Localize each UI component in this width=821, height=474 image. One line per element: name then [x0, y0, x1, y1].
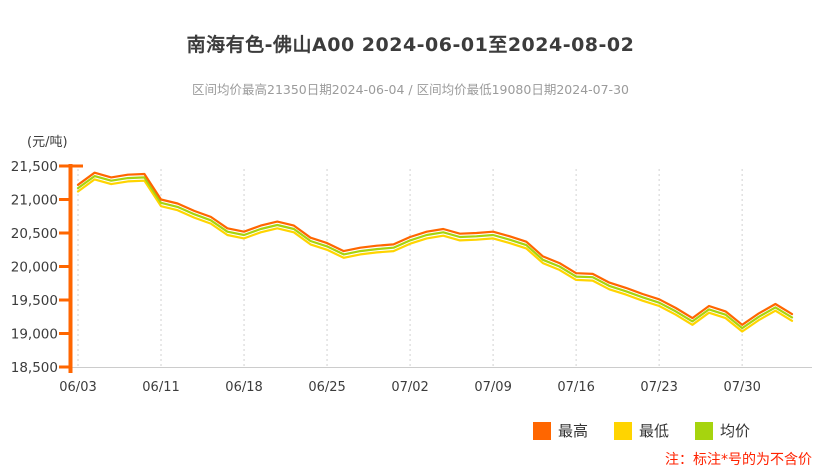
footnote: 注：标注*号的为不含价	[665, 452, 812, 468]
legend-label-avg: 均价	[720, 422, 751, 440]
legend-item-high: 最高	[533, 420, 588, 441]
page-title: 南海有色-佛山A00 2024-06-01至2024-08-02	[186, 34, 635, 56]
legend-swatch-avg	[695, 421, 714, 440]
legend-swatch-low	[614, 421, 633, 440]
y-tick-label: 21,000	[11, 193, 58, 209]
legend: 最高 最低 均价	[533, 420, 750, 441]
legend-label-low: 最低	[639, 422, 670, 440]
x-tick-label: 06/18	[225, 380, 262, 395]
y-tick-label: 20,500	[11, 226, 58, 242]
x-tick-label: 06/11	[142, 380, 179, 395]
page-subtitle: 区间均价最高21350日期2024-06-04 / 区间均价最低19080日期2…	[192, 82, 629, 97]
y-tick-label: 18,500	[11, 360, 58, 376]
x-tick-label: 07/23	[640, 380, 677, 395]
legend-item-avg: 均价	[695, 420, 750, 441]
x-tick-label: 07/16	[557, 380, 594, 395]
x-tick-label: 07/30	[723, 380, 760, 395]
series-line-low	[76, 178, 794, 333]
series-line-avg	[76, 175, 794, 330]
legend-swatch-high	[533, 421, 551, 440]
y-tick-label: 19,500	[11, 293, 58, 309]
legend-label-high: 最高	[558, 422, 589, 440]
legend-item-low: 最低	[614, 420, 669, 441]
y-tick-label: 20,000	[11, 260, 58, 276]
series-line-high	[76, 171, 794, 326]
x-tick-label: 07/09	[474, 380, 511, 395]
x-tick-label: 06/03	[59, 380, 96, 395]
y-axis-bar	[68, 164, 73, 373]
x-tick-label: 07/02	[391, 380, 428, 395]
y-axis-unit-label: (元/吨)	[27, 135, 68, 150]
y-tick-label: 21,500	[11, 159, 58, 175]
y-tick-label: 19,000	[11, 327, 58, 343]
x-tick-label: 06/25	[308, 380, 345, 395]
